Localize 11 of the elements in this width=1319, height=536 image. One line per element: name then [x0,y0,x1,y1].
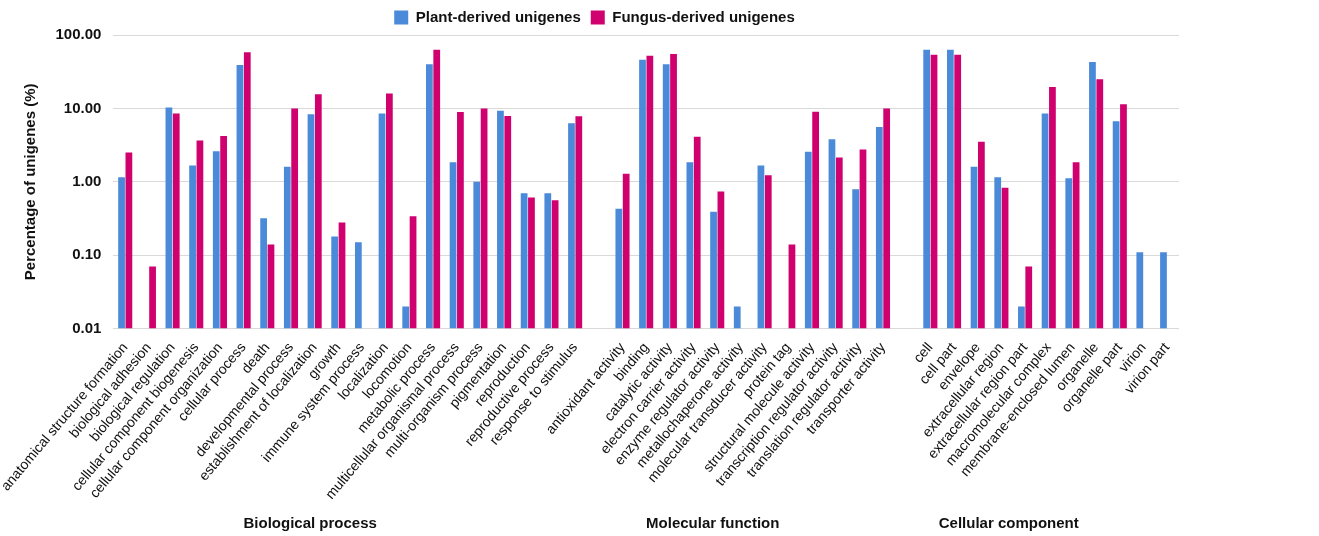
text: Cellular component [938,514,1079,531]
y-tick-label: 10.00 [63,98,102,116]
y-tick-label: 0.10 [72,245,102,263]
legend-label: Plant-derived unigenes [415,7,581,25]
y-tick-label: 100.00 [55,25,102,43]
y-axis-title: Percentage of unigenes (%) [20,83,38,281]
text: Molecular function [646,514,780,531]
y-tick-label: 0.01 [72,318,102,336]
text: Biological process [243,514,377,531]
legend-label: Fungus-derived unigenes [612,7,795,25]
y-tick-label: 1.00 [72,171,102,189]
